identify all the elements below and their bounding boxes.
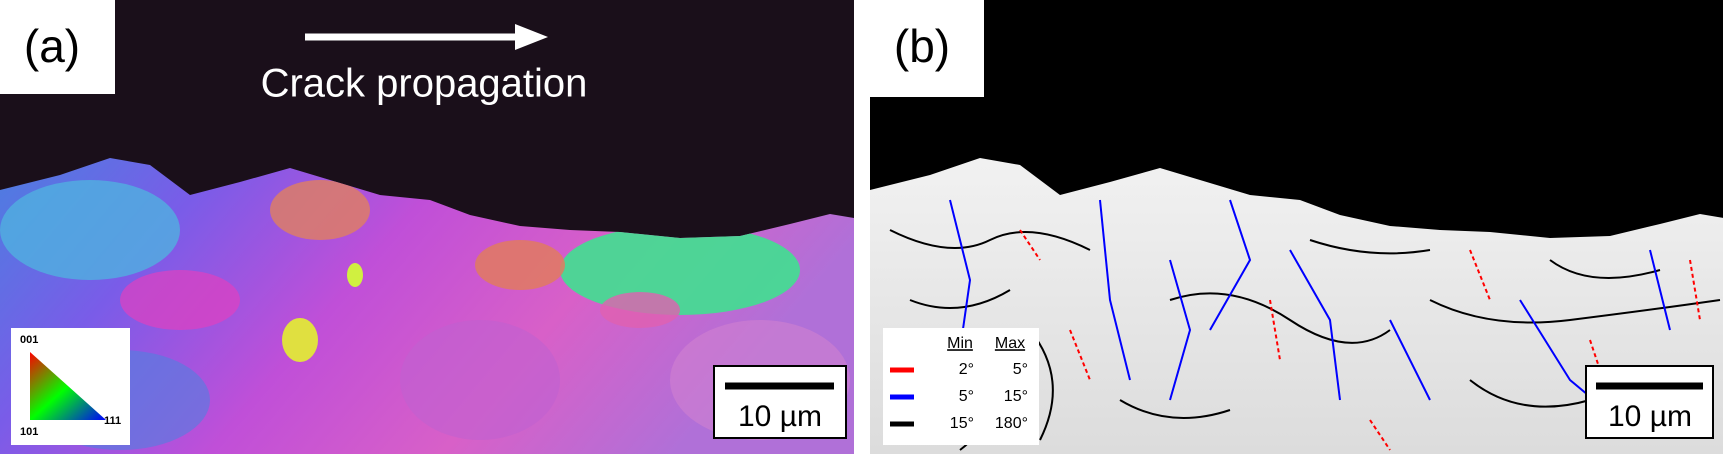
scale-bar-label: 10 µm bbox=[1608, 400, 1692, 433]
legend-min: 5° bbox=[959, 388, 974, 405]
legend-min: 2° bbox=[959, 361, 974, 378]
legend-header: Max bbox=[995, 335, 1025, 352]
ipf-label: 101 bbox=[20, 426, 38, 438]
annotation: Crack propagation bbox=[261, 62, 588, 106]
panel-a: (a) Crack propagation 001 101 111 10 µm bbox=[0, 0, 854, 454]
arrow-head bbox=[515, 24, 548, 50]
label-box bbox=[0, 0, 115, 94]
ipf-label: 111 bbox=[104, 415, 121, 427]
legend-header: Min bbox=[947, 335, 973, 352]
panel-label: (a) bbox=[24, 20, 80, 72]
ipf-triangle bbox=[30, 352, 106, 420]
legend-max: 180° bbox=[995, 415, 1028, 432]
panel-b: (b) Min Max 2° 5° 5° 15° 15° 180° 10 µm bbox=[870, 0, 1723, 454]
panel-label: (b) bbox=[894, 20, 950, 72]
legend-rows: 2° 5° 5° 15° 15° 180° bbox=[890, 361, 1028, 432]
label-box bbox=[870, 0, 984, 97]
legend-min: 15° bbox=[950, 415, 974, 432]
scale-bar-label: 10 µm bbox=[738, 400, 822, 433]
legend-max: 15° bbox=[1004, 388, 1028, 405]
scale-bar-box bbox=[1585, 365, 1714, 439]
legend-max: 5° bbox=[1013, 361, 1028, 378]
scale-bar-box bbox=[713, 365, 847, 439]
ipf-label: 001 bbox=[20, 334, 38, 346]
